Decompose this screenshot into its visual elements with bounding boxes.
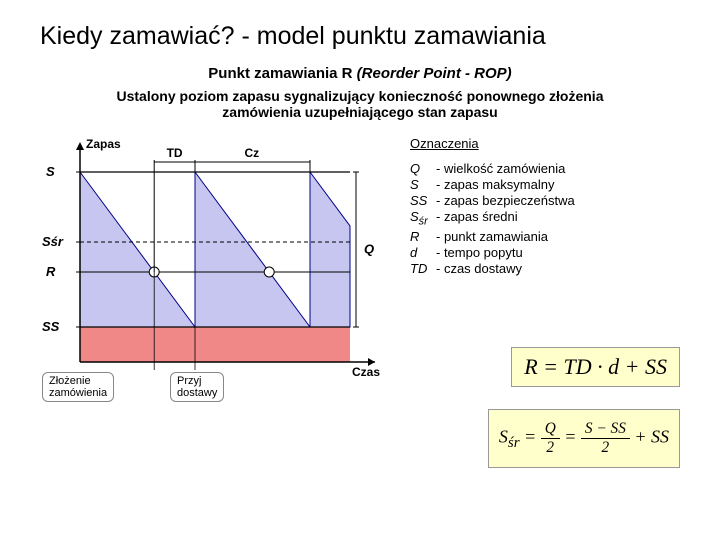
legend-row: Sśr- zapas średni bbox=[410, 209, 680, 228]
reorder-chart: Q TD Cz Zapas Czas S Sśr R SS Złożeniezamówienia… bbox=[40, 132, 390, 432]
legend-title: Oznaczenia bbox=[410, 136, 680, 151]
legend-row: Q- wielkość zamówienia bbox=[410, 161, 680, 176]
legend-symbol: Q bbox=[410, 161, 436, 176]
description: Ustalony poziom zapasu sygnalizujący kon… bbox=[40, 88, 680, 120]
legend-text: - wielkość zamówienia bbox=[436, 161, 565, 176]
svg-text:Cz: Cz bbox=[245, 146, 260, 160]
subtitle-plain: Punkt zamawiania R bbox=[208, 65, 356, 82]
formula-R: R = TD · d + SS bbox=[511, 347, 680, 387]
legend-row: TD- czas dostawy bbox=[410, 261, 680, 276]
svg-text:R: R bbox=[46, 264, 56, 279]
subtitle-italic: (Reorder Point - ROP) bbox=[357, 65, 512, 82]
legend-text: - tempo popytu bbox=[436, 245, 523, 260]
svg-text:Sśr: Sśr bbox=[42, 234, 64, 249]
svg-text:Czas: Czas bbox=[352, 365, 380, 379]
legend-text: - punkt zamawiania bbox=[436, 229, 548, 244]
subtitle: Punkt zamawiania R (Reorder Point - ROP) bbox=[40, 65, 680, 82]
svg-text:SS: SS bbox=[42, 319, 60, 334]
annotation-order: Złożeniezamówienia bbox=[42, 372, 114, 402]
svg-text:Zapas: Zapas bbox=[86, 137, 121, 151]
legend-symbol: d bbox=[410, 245, 436, 260]
legend-symbol: SS bbox=[410, 193, 436, 208]
legend-row: S- zapas maksymalny bbox=[410, 177, 680, 192]
legend-symbol: Sśr bbox=[410, 209, 436, 228]
page-title: Kiedy zamawiać? - model punktu zamawiani… bbox=[40, 22, 680, 51]
svg-text:Q: Q bbox=[364, 242, 374, 257]
annotation-delivery: Przyjdostawy bbox=[170, 372, 224, 402]
legend-text: - czas dostawy bbox=[436, 261, 522, 276]
legend-row: d- tempo popytu bbox=[410, 245, 680, 260]
legend-text: - zapas maksymalny bbox=[436, 177, 554, 192]
legend-symbol: S bbox=[410, 177, 436, 192]
legend-symbol: R bbox=[410, 229, 436, 244]
legend-row: R- punkt zamawiania bbox=[410, 229, 680, 244]
legend-text: - zapas średni bbox=[436, 209, 518, 228]
legend-symbol: TD bbox=[410, 261, 436, 276]
formulas: R = TD · d + SS Sśr = Q2 = S − SS2 + SS bbox=[400, 347, 680, 490]
legend-row: SS- zapas bezpieczeństwa bbox=[410, 193, 680, 208]
svg-text:TD: TD bbox=[167, 146, 183, 160]
svg-text:S: S bbox=[46, 164, 55, 179]
formula-Ssr: Sśr = Q2 = S − SS2 + SS bbox=[488, 409, 680, 468]
legend-text: - zapas bezpieczeństwa bbox=[436, 193, 575, 208]
